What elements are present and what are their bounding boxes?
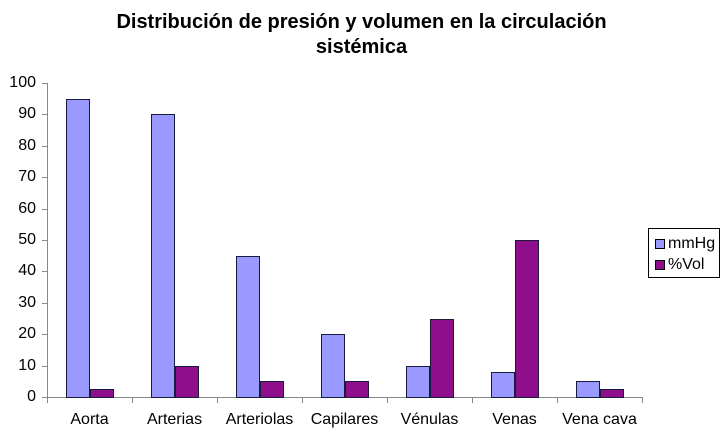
x-tick (47, 397, 48, 403)
y-axis (47, 83, 48, 398)
legend-label-vol: %Vol (668, 256, 705, 273)
y-tick (42, 114, 47, 116)
x-tick (642, 397, 643, 403)
y-tick (42, 208, 47, 210)
y-tick-label: 50 (18, 231, 36, 248)
x-tick (472, 397, 473, 403)
x-tick-label: Capilares (310, 411, 379, 428)
y-tick-label: 40 (18, 262, 36, 280)
y-tick-label: 30 (18, 293, 36, 311)
bar-mmhg-0 (65, 98, 90, 398)
chart-title-line-2: sistémica (315, 36, 408, 58)
chart-title-line-1: Distribución de presión y volumen en la … (116, 11, 607, 33)
legend-item-mmhg: mmHg (655, 235, 715, 253)
legend-swatch-mmhg (655, 239, 665, 249)
y-tick-label: 20 (18, 325, 36, 343)
y-tick (42, 397, 47, 398)
x-tick (557, 397, 558, 403)
bar-mmhg-2 (235, 255, 260, 398)
x-tick-label: Vénulas (400, 411, 459, 428)
legend-item-vol: %Vol (655, 256, 704, 274)
y-tick (42, 240, 47, 241)
y-tick (42, 177, 47, 179)
bar-mmhg-3 (320, 334, 345, 398)
x-tick (302, 397, 303, 403)
y-tick (42, 83, 47, 84)
y-tick-label: 70 (18, 168, 36, 186)
bar-vol-0 (89, 389, 114, 398)
bar-vol-3 (344, 381, 369, 398)
x-tick-label: Vena cava (562, 411, 637, 428)
bar-mmhg-4 (405, 365, 430, 398)
x-tick (132, 397, 133, 403)
legend: mmHg %Vol (648, 228, 720, 278)
bar-vol-6 (599, 389, 624, 398)
x-tick (387, 397, 388, 403)
x-tick-label: Venas (492, 411, 537, 428)
y-tick-label: 0 (27, 388, 36, 405)
x-tick-label: Aorta (70, 411, 109, 428)
x-tick-label: Arterias (146, 411, 203, 428)
x-tick (217, 397, 218, 403)
bar-vol-2 (259, 381, 284, 398)
y-tick-label: 100 (9, 74, 36, 91)
bar-vol-4 (429, 318, 454, 398)
bar-vol-1 (174, 365, 199, 398)
legend-swatch-vol (655, 260, 665, 270)
legend-label-mmhg: mmHg (668, 235, 716, 252)
chart-title: Distribución de presión y volumen en la … (0, 10, 723, 60)
y-tick (42, 334, 47, 336)
y-tick (42, 271, 47, 273)
y-tick-label: 60 (18, 199, 36, 217)
x-tick-label: Arteriolas (225, 411, 294, 428)
y-tick-label: 80 (18, 136, 36, 154)
bar-mmhg-6 (575, 381, 600, 398)
bar-vol-5 (514, 240, 539, 398)
y-tick-label: 10 (18, 356, 36, 374)
y-tick (42, 145, 47, 147)
y-tick-label: 90 (18, 105, 36, 123)
y-tick (42, 302, 47, 304)
bar-mmhg-5 (490, 371, 515, 398)
y-tick (42, 365, 47, 367)
bar-mmhg-1 (150, 114, 175, 398)
